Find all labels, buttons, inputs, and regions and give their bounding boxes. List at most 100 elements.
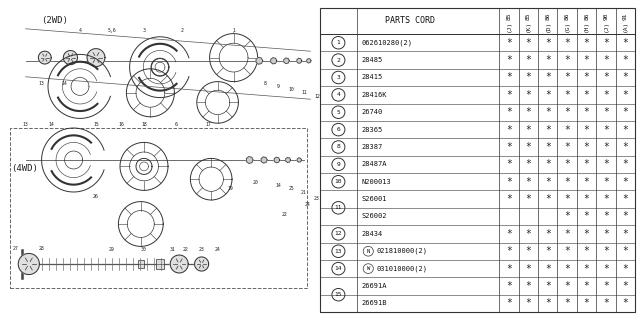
Polygon shape [256, 57, 263, 64]
Text: *: * [525, 264, 531, 274]
Text: *: * [564, 281, 570, 291]
Text: *: * [564, 264, 570, 274]
Polygon shape [195, 257, 209, 271]
Text: *: * [545, 177, 550, 187]
Text: *: * [603, 281, 609, 291]
Text: *: * [545, 107, 550, 117]
Text: 13: 13 [335, 249, 342, 254]
Text: 31: 31 [170, 247, 175, 252]
Text: *: * [525, 55, 531, 65]
Text: (D): (D) [545, 20, 550, 32]
Text: 28434: 28434 [362, 231, 383, 237]
Text: 23: 23 [199, 247, 204, 252]
Text: *: * [506, 55, 512, 65]
Text: 86: 86 [564, 12, 570, 20]
Text: 3: 3 [143, 28, 145, 33]
Text: 24: 24 [305, 202, 310, 207]
Text: 4: 4 [337, 92, 340, 97]
Polygon shape [261, 157, 268, 163]
Text: *: * [623, 159, 628, 169]
Text: *: * [584, 38, 589, 48]
Text: W: W [367, 266, 370, 271]
Text: *: * [603, 229, 609, 239]
Text: *: * [623, 90, 628, 100]
Text: 6: 6 [337, 127, 340, 132]
Text: 10: 10 [335, 179, 342, 184]
Text: *: * [584, 177, 589, 187]
Text: *: * [603, 73, 609, 83]
Text: *: * [623, 55, 628, 65]
Text: *: * [623, 142, 628, 152]
Text: *: * [545, 124, 550, 135]
Polygon shape [297, 58, 302, 63]
Text: (G): (G) [564, 20, 570, 32]
Polygon shape [271, 58, 277, 64]
Text: 1: 1 [232, 28, 235, 33]
Text: *: * [506, 107, 512, 117]
Text: *: * [564, 159, 570, 169]
Text: 2: 2 [337, 58, 340, 63]
Text: 29: 29 [109, 247, 115, 252]
Text: *: * [603, 246, 609, 256]
Text: *: * [603, 264, 609, 274]
Text: *: * [506, 90, 512, 100]
Text: (2WD): (2WD) [42, 16, 68, 25]
Text: *: * [623, 212, 628, 221]
Text: 9: 9 [337, 162, 340, 167]
Text: *: * [545, 159, 550, 169]
Polygon shape [19, 253, 40, 275]
Text: *: * [603, 38, 609, 48]
Text: 26691B: 26691B [362, 300, 387, 306]
Text: 26740: 26740 [362, 109, 383, 115]
Text: 19: 19 [228, 186, 233, 191]
Text: *: * [623, 229, 628, 239]
Text: 15: 15 [93, 122, 99, 127]
Text: 14: 14 [276, 183, 281, 188]
Text: *: * [506, 281, 512, 291]
Text: *: * [506, 298, 512, 308]
Polygon shape [307, 59, 311, 63]
Text: 27: 27 [13, 246, 19, 251]
Text: 11: 11 [301, 90, 307, 95]
Text: *: * [525, 73, 531, 83]
Text: 4: 4 [79, 28, 81, 33]
Text: (K): (K) [526, 20, 531, 32]
Text: *: * [623, 264, 628, 274]
Text: PARTS CORD: PARTS CORD [385, 17, 435, 26]
Text: N: N [367, 249, 370, 254]
Text: *: * [506, 124, 512, 135]
Text: 28387: 28387 [362, 144, 383, 150]
Polygon shape [87, 49, 105, 67]
Text: *: * [564, 177, 570, 187]
Polygon shape [297, 158, 301, 162]
Text: 26691A: 26691A [362, 283, 387, 289]
Text: S26002: S26002 [362, 213, 387, 220]
Text: *: * [584, 194, 589, 204]
Text: *: * [506, 177, 512, 187]
Text: 23: 23 [314, 196, 319, 201]
Text: 11: 11 [335, 205, 342, 210]
Text: *: * [564, 298, 570, 308]
Text: *: * [623, 124, 628, 135]
Text: *: * [545, 194, 550, 204]
Text: 14: 14 [335, 266, 342, 271]
Text: *: * [623, 107, 628, 117]
Text: 91: 91 [623, 12, 628, 20]
Text: *: * [603, 177, 609, 187]
Text: 22: 22 [183, 247, 188, 252]
Text: *: * [603, 142, 609, 152]
Text: 28487A: 28487A [362, 161, 387, 167]
Text: 062610280(2): 062610280(2) [362, 39, 413, 46]
Polygon shape [285, 157, 291, 163]
Text: 13: 13 [39, 81, 44, 86]
Text: *: * [506, 159, 512, 169]
Text: 86: 86 [545, 12, 550, 20]
Text: *: * [623, 298, 628, 308]
Text: *: * [525, 281, 531, 291]
Text: *: * [506, 229, 512, 239]
Text: 1: 1 [337, 40, 340, 45]
Text: 26: 26 [93, 194, 99, 199]
Text: 86: 86 [584, 12, 589, 20]
Text: *: * [584, 159, 589, 169]
Text: *: * [506, 194, 512, 204]
